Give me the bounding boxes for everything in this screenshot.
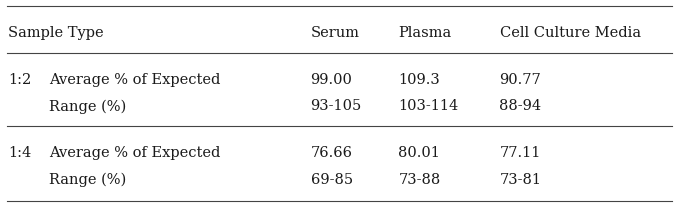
Text: 103-114: 103-114: [398, 99, 458, 114]
Text: Serum: Serum: [310, 26, 360, 40]
Text: 77.11: 77.11: [500, 146, 541, 160]
Text: 93-105: 93-105: [310, 99, 362, 114]
Text: 109.3: 109.3: [398, 72, 440, 87]
Text: 1:2: 1:2: [8, 72, 31, 87]
Text: Range (%): Range (%): [49, 172, 126, 187]
Text: Average % of Expected: Average % of Expected: [49, 146, 220, 160]
Text: 69-85: 69-85: [310, 172, 352, 187]
Text: Plasma: Plasma: [398, 26, 452, 40]
Text: 73-88: 73-88: [398, 172, 441, 187]
Text: Cell Culture Media: Cell Culture Media: [500, 26, 641, 40]
Text: 1:4: 1:4: [8, 146, 31, 160]
Text: 99.00: 99.00: [310, 72, 352, 87]
Text: 73-81: 73-81: [500, 172, 541, 187]
Text: 80.01: 80.01: [398, 146, 440, 160]
Text: 76.66: 76.66: [310, 146, 352, 160]
Text: Range (%): Range (%): [49, 99, 126, 114]
Text: Sample Type: Sample Type: [8, 26, 104, 40]
Text: Average % of Expected: Average % of Expected: [49, 72, 220, 87]
Text: 88-94: 88-94: [500, 99, 541, 114]
Text: 90.77: 90.77: [500, 72, 541, 87]
